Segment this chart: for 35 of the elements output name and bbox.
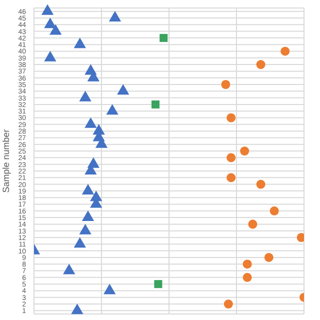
point [71,304,84,314]
point [82,184,94,194]
point [280,46,290,56]
point [106,104,118,115]
point [221,80,230,90]
point [226,153,236,162]
point [256,180,266,189]
point [82,210,94,222]
point [41,4,54,15]
point [296,232,304,242]
point [224,300,233,309]
point [226,113,236,122]
point [74,38,86,48]
point [270,206,279,216]
point [248,220,258,229]
point [79,224,92,234]
point [264,252,274,262]
point [74,237,86,248]
point [242,272,252,282]
point [63,264,76,274]
point [240,146,250,156]
point [104,284,116,294]
point [160,34,168,42]
point [79,90,92,102]
point [84,117,97,128]
point [44,50,56,62]
point [50,24,62,35]
point [226,173,236,182]
y-axis-title: Sample number [1,129,12,193]
point [154,280,162,288]
point [117,84,130,95]
point [242,260,252,269]
point [152,100,160,108]
point [108,10,122,22]
point [44,18,56,28]
